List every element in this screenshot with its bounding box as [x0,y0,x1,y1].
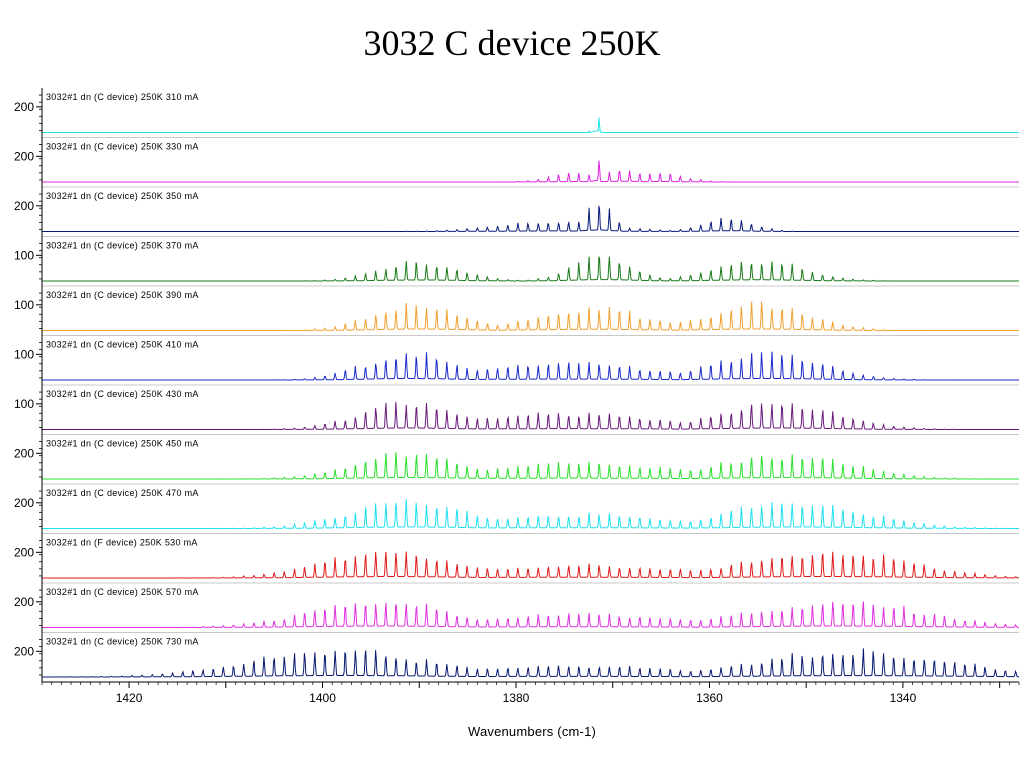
axes-layer: 1420 1400 1380 1360 1340 [41,88,1020,705]
series-trace [42,205,1019,233]
series-label: 3032#1 dn (C device) 250K 370 mA [46,241,199,251]
y-tick-label: 200 [14,149,34,163]
x-tick-label: 1420 [116,691,143,705]
series-trace [42,160,1019,183]
y-tick-label: 200 [14,545,34,559]
y-tick-label: 200 [14,595,34,609]
panel-330ma: 3032#1 dn (C device) 250K 330 mA 200 [14,142,1019,188]
series-trace [42,301,1019,331]
series-trace [42,401,1019,430]
series-trace [42,601,1019,628]
series-trace [42,648,1019,678]
series-trace [42,499,1019,529]
panel-470ma: 3032#1 dn (C device) 250K 470 mA 200 [14,488,1019,534]
panel-730ma: 3032#1 dn (C device) 250K 730 mA 200 [14,637,1019,683]
series-trace [42,117,1019,133]
series-label: 3032#1 dn (C device) 250K 350 mA [46,191,199,201]
y-tick-label: 200 [14,644,34,658]
y-tick-label: 200 [14,496,34,510]
panel-370ma: 3032#1 dn (C device) 250K 370 mA 100 [14,241,1019,287]
series-label: 3032#1 dn (C device) 250K 410 mA [46,340,199,350]
series-label: 3032#1 dn (C device) 250K 330 mA [46,142,199,152]
series-label: 3032#1 dn (F device) 250K 530 mA [46,538,198,548]
y-tick-label: 100 [14,347,34,361]
series-label: 3032#1 dn (C device) 250K 310 mA [46,92,199,102]
series-label: 3032#1 dn (C device) 250K 730 mA [46,637,199,647]
panel-310ma: 3032#1 dn (C device) 250K 310 mA 200 [14,92,1019,138]
y-tick-label: 100 [14,397,34,411]
spectra-panels: 3032#1 dn (C device) 250K 310 mA2003032#… [14,92,1019,683]
y-tick-label: 100 [14,298,34,312]
series-trace [42,551,1019,579]
panel-530ma: 3032#1 dn (F device) 250K 530 mA 200 [14,538,1019,584]
x-tick-label: 1340 [890,691,917,705]
x-tick-label: 1360 [696,691,723,705]
panel-390ma: 3032#1 dn (C device) 250K 390 mA 100 [14,290,1019,336]
series-label: 3032#1 dn (C device) 250K 470 mA [46,488,199,498]
panel-430ma: 3032#1 dn (C device) 250K 430 mA 100 [14,389,1019,435]
y-tick-label: 100 [14,248,34,262]
x-axis-label: Wavenumbers (cm-1) [467,724,597,739]
series-trace [42,452,1019,480]
series-trace [42,351,1019,381]
y-tick-label: 200 [14,100,34,114]
x-tick-label: 1400 [309,691,336,705]
x-tick-label: 1380 [503,691,530,705]
panel-570ma: 3032#1 dn (C device) 250K 570 mA 200 [14,587,1019,633]
series-label: 3032#1 dn (C device) 250K 430 mA [46,389,199,399]
series-label: 3032#1 dn (C device) 250K 390 mA [46,290,199,300]
panel-410ma: 3032#1 dn (C device) 250K 410 mA 100 [14,340,1019,386]
panel-350ma: 3032#1 dn (C device) 250K 350 mA 200 [14,191,1019,237]
panel-450ma: 3032#1 dn (C device) 250K 450 mA 200 [14,439,1019,485]
series-label: 3032#1 dn (C device) 250K 570 mA [46,587,199,597]
chart-title: 3032 C device 250K [363,23,661,63]
y-tick-label: 200 [14,199,34,213]
y-tick-label: 200 [14,446,34,460]
series-trace [42,256,1019,282]
series-label: 3032#1 dn (C device) 250K 450 mA [46,439,199,449]
